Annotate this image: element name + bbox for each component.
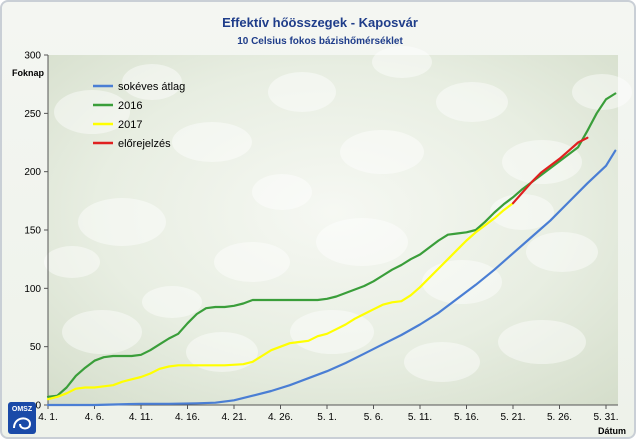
x-axis-title: Dátum (598, 426, 626, 436)
legend: sokéves átlag 2016 2017 előrejelzés (93, 81, 185, 150)
background-flowers (44, 46, 632, 382)
flower-petal (422, 260, 502, 304)
flower-petal (268, 72, 336, 112)
flower-petal (142, 286, 202, 318)
flower-petal (214, 242, 290, 282)
series-layer (46, 92, 617, 407)
series-line-1 (46, 92, 617, 398)
flower-petal (252, 174, 312, 210)
flower-petal (122, 64, 182, 100)
y-tick-label: 300 (24, 51, 41, 62)
y-tick-label: 0 (35, 401, 41, 412)
flower-petal (404, 342, 480, 382)
flower-petal (316, 218, 408, 266)
flower-petal (526, 232, 598, 272)
series-line-0 (46, 149, 617, 407)
flower-petal (372, 46, 432, 78)
chart-subtitle: 10 Celsius fokos bázishőmérséklet (237, 36, 403, 47)
x-tick-label: 5. 6. (364, 412, 383, 423)
flower-petal (44, 246, 100, 278)
x-tick-label: 4. 21. (221, 412, 246, 423)
chart-title: Effektív hőösszegek - Kaposvár (222, 15, 418, 30)
x-tick-label: 4. 11. (129, 412, 153, 423)
axes: 0 50 100 150 200 250 300 4. 1. 4. 6. 4. 11. 4. 16.… (24, 51, 618, 424)
flower-petal (498, 320, 586, 364)
x-tick-label: 5. 16. (454, 412, 479, 423)
x-tick-label: 5. 21. (500, 412, 525, 423)
flower-petal (172, 122, 252, 162)
legend-label-1: 2016 (118, 100, 142, 112)
x-tick-label: 4. 16. (175, 412, 200, 423)
y-tick-label: 150 (24, 226, 41, 237)
flower-petal (186, 332, 258, 372)
legend-label-0: sokéves átlag (118, 81, 185, 93)
x-tick-label: 5. 11. (408, 412, 432, 423)
plot-background (48, 55, 618, 405)
y-tick-label: 200 (24, 167, 41, 178)
y-axis-title: Foknap (12, 68, 45, 78)
x-tick-label: 5. 26. (547, 412, 572, 423)
flower-petal (436, 82, 508, 122)
chart: 0 50 100 150 200 250 300 4. 1. 4. 6. 4. 11. 4. 16.… (8, 15, 632, 436)
legend-label-3: előrejelzés (118, 138, 171, 150)
flower-petal (340, 130, 424, 174)
y-tick-label: 100 (24, 284, 41, 295)
flower-petal (62, 310, 142, 354)
y-tick-label: 50 (30, 342, 42, 353)
x-tick-label: 4. 6. (85, 412, 104, 423)
x-tick-label: 4. 1. (38, 412, 57, 423)
series-line-3 (511, 136, 589, 205)
legend-label-2: 2017 (118, 119, 142, 131)
logo-text: OMSZ (12, 406, 33, 413)
x-tick-label: 5. 1. (317, 412, 336, 423)
omsz-logo: OMSZ (8, 402, 36, 434)
series-line-2 (46, 202, 515, 401)
flower-petal (572, 74, 632, 110)
x-tick-label: 4. 26. (268, 412, 293, 423)
flower-petal (502, 140, 582, 184)
y-tick-label: 250 (24, 109, 41, 120)
flower-petal (78, 198, 166, 246)
x-tick-label: 5. 31. (593, 412, 618, 423)
